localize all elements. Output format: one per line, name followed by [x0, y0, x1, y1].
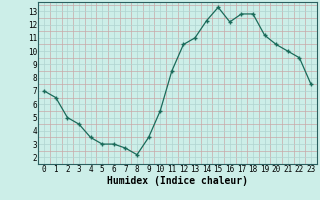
X-axis label: Humidex (Indice chaleur): Humidex (Indice chaleur) [107, 176, 248, 186]
